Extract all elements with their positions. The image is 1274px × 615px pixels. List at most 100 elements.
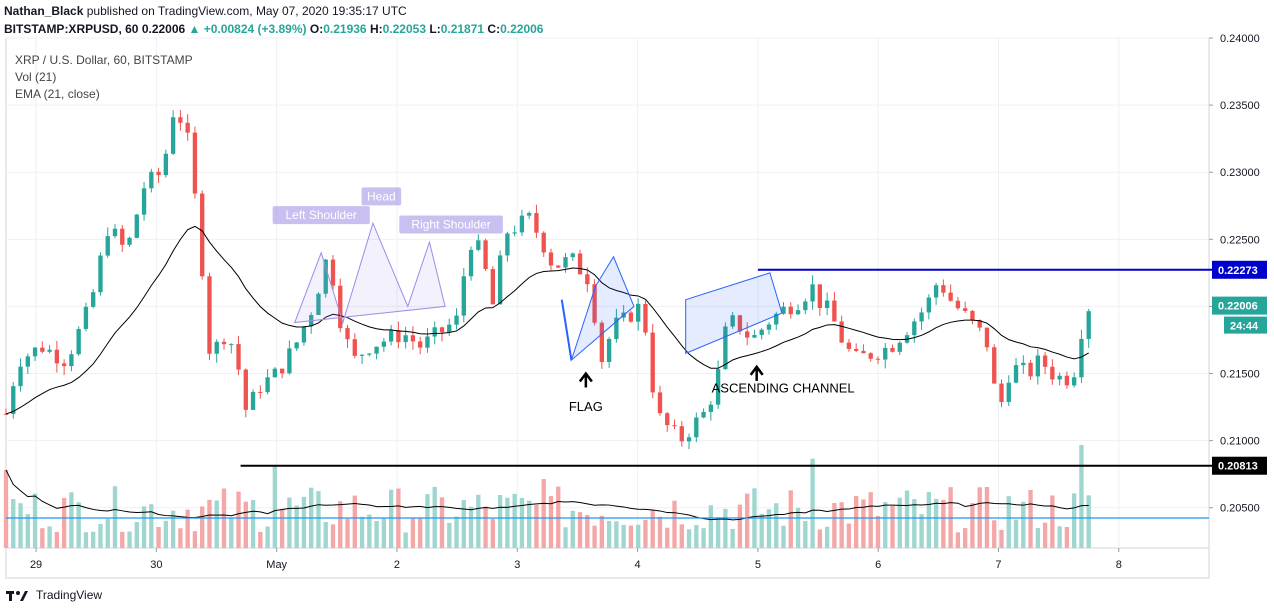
volume-bar: [141, 506, 147, 548]
candle-body: [418, 341, 423, 348]
volume-bar: [61, 497, 67, 548]
close-label: C:: [487, 22, 501, 36]
candle-body: [1064, 375, 1070, 386]
volume-bar: [69, 492, 74, 548]
volume-bar: [563, 527, 568, 548]
candle-body: [40, 347, 45, 352]
candle-body: [708, 404, 714, 412]
candle-body: [577, 253, 583, 275]
volume-bar: [926, 492, 932, 548]
candle-body: [112, 228, 118, 237]
volume-bar: [105, 518, 110, 548]
candle-body: [541, 232, 546, 253]
channel-arrow-icon: [749, 364, 764, 381]
candle-body: [665, 413, 670, 426]
candle-body: [977, 320, 982, 328]
volume-bar: [163, 520, 169, 548]
volume-bar: [47, 526, 52, 548]
candle-body: [141, 188, 147, 215]
candle-body: [367, 353, 372, 355]
candle-body: [817, 284, 823, 308]
volume-bar: [236, 491, 241, 548]
volume-bar: [824, 526, 830, 548]
volume-bar: [1064, 527, 1070, 548]
volume-bar: [156, 527, 161, 548]
candle-body: [265, 377, 270, 393]
candle-body: [636, 303, 641, 322]
x-tick-label: 6: [875, 559, 881, 571]
candle-body: [221, 341, 227, 345]
candle-body: [759, 329, 764, 335]
volume-bar: [40, 528, 45, 548]
candle-body: [396, 330, 401, 343]
candle-body: [149, 171, 154, 189]
volume-bar: [999, 529, 1004, 548]
volume-bar: [643, 519, 648, 548]
volume-bar: [672, 500, 677, 548]
x-tick-label: 2: [394, 559, 400, 571]
candle-body: [374, 346, 379, 354]
high-value: 0.22053: [382, 22, 427, 36]
candle-body: [200, 193, 205, 277]
volume-bar: [439, 497, 445, 548]
volume-bar: [98, 524, 103, 548]
volume-bar: [694, 525, 699, 548]
candle-body: [781, 306, 786, 314]
publish-line: Nathan_Black published on TradingView.co…: [4, 4, 407, 18]
volume-bar: [534, 504, 539, 548]
head-label: Head: [361, 187, 402, 206]
volume-bar: [614, 521, 619, 548]
volume-bar: [374, 520, 379, 548]
candle-body: [316, 293, 321, 316]
candle-body: [1057, 375, 1062, 380]
candle-body: [839, 321, 844, 343]
volume-bar: [359, 516, 365, 548]
volume-bar: [345, 518, 350, 548]
candle-body: [1050, 366, 1055, 380]
volume-bar: [832, 503, 837, 548]
last-price-tag: [1212, 296, 1267, 315]
candle-body: [32, 347, 38, 357]
candle-body: [272, 368, 278, 378]
volume-bar: [388, 489, 394, 548]
candle-body: [585, 274, 590, 285]
volume-bar: [817, 529, 823, 548]
volume-bar: [919, 514, 924, 548]
candle-body: [679, 426, 684, 442]
candle-body: [207, 276, 212, 354]
volume-bar: [701, 528, 706, 548]
volume-bar: [795, 507, 801, 548]
candle-body: [592, 284, 597, 323]
volume-bar: [1035, 528, 1041, 548]
candle-body: [832, 300, 837, 322]
candle-body: [83, 306, 89, 329]
volume-bar: [897, 497, 902, 548]
right-shoulder-label: Right Shoulder: [399, 215, 503, 234]
volume-bar: [1050, 495, 1055, 548]
candle-body: [766, 324, 772, 330]
candle-body: [919, 312, 924, 322]
candle-body: [18, 366, 23, 387]
footer-brand[interactable]: TradingView: [6, 588, 102, 602]
x-tick-label: 4: [635, 559, 641, 571]
volume-bar: [774, 503, 779, 548]
candle-body: [91, 292, 96, 307]
volume-bar: [134, 522, 139, 548]
x-tick-label: 8: [1116, 559, 1122, 571]
volume-bar: [76, 502, 81, 548]
candle-body: [737, 315, 743, 332]
volume-bar: [301, 496, 307, 548]
candle-body: [425, 336, 430, 348]
volume-bar: [476, 494, 481, 548]
volume-bar: [323, 521, 328, 548]
candle-body: [403, 335, 408, 343]
flag-label: FLAG: [569, 399, 603, 414]
ema-path: [5, 225, 1089, 415]
volume-bar: [577, 512, 583, 548]
volume-bar: [316, 491, 321, 548]
candle-body: [301, 326, 307, 343]
candle-body: [963, 308, 968, 311]
volume-bar: [868, 492, 873, 548]
candle-body: [701, 411, 706, 418]
